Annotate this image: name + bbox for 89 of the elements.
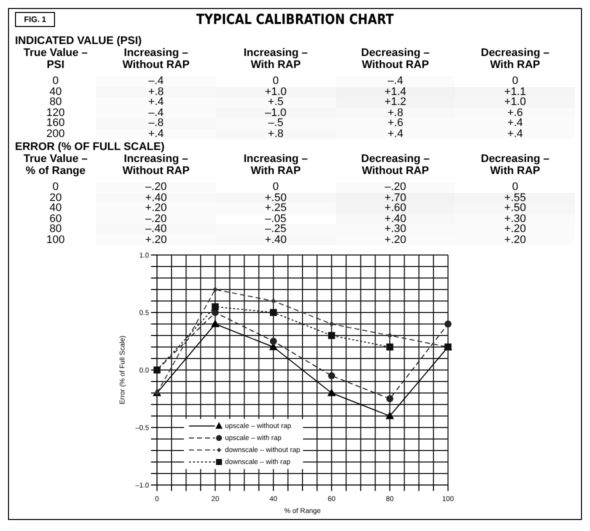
data-label: +1.2 — [336, 96, 456, 108]
y-tick-label: 40 — [48, 202, 63, 214]
point — [444, 320, 452, 328]
chart-subtitle: INDICATED VALUE (PSI) — [15, 35, 143, 47]
y-tick-label: 60 — [48, 212, 63, 224]
data-label: –.4 — [96, 106, 216, 118]
data-label: +.30 — [336, 223, 456, 235]
data-label: +1.0 — [455, 96, 575, 108]
data-label: +.4 — [455, 128, 575, 140]
data-label: +1.1 — [455, 86, 575, 98]
y-tick-label: 120 — [45, 106, 66, 118]
x-tick-label: Decreasing – Without RAP — [360, 47, 431, 71]
data-label: +.30 — [455, 212, 575, 224]
data-label: +.60 — [336, 202, 456, 214]
data-label: –.25 — [216, 223, 336, 235]
data-label: +.50 — [216, 192, 336, 204]
x-tick-label: Decreasing – Without RAP — [360, 153, 431, 177]
data-label: +.4 — [96, 128, 216, 140]
data-label: –.20 — [96, 212, 216, 224]
y-tick-label: 80 — [48, 96, 63, 108]
data-label: –.05 — [216, 212, 336, 224]
x-tick-label: Increasing – With RAP — [242, 153, 309, 177]
x-tick-label: Increasing – With RAP — [242, 47, 309, 71]
y-tick-label: 0 — [52, 75, 60, 87]
data-label: +.8 — [336, 106, 456, 118]
chart-title: TYPICAL CALIBRATION CHART — [195, 11, 395, 28]
data-label: +.20 — [455, 223, 575, 235]
data-label: –.4 — [96, 75, 216, 87]
data-label: +.70 — [336, 192, 456, 204]
data-label: +.20 — [336, 234, 456, 246]
data-label: +.5 — [216, 96, 336, 108]
x-tick-label: Decreasing – With RAP — [480, 153, 550, 177]
data-label: +.20 — [96, 234, 216, 246]
chart-subtitle: ERROR (% OF FULL SCALE) — [15, 141, 166, 153]
data-label: +.8 — [216, 128, 336, 140]
data-label: +.20 — [96, 202, 216, 214]
data-label: –.20 — [336, 181, 456, 193]
data-label: +.6 — [336, 117, 456, 129]
data-label: 0 — [272, 181, 280, 193]
y-axis-title: True Value – % of Range — [22, 153, 89, 177]
y-axis-title: True Value – PSI — [22, 47, 89, 71]
data-label: +.40 — [336, 212, 456, 224]
point — [212, 286, 218, 292]
y-tick-label: 100 — [45, 234, 66, 246]
point — [386, 344, 394, 350]
point — [270, 338, 277, 345]
y-tick-label: 40 — [48, 86, 63, 98]
y-tick-label: 80 — [48, 223, 63, 235]
data-label: –.40 — [96, 223, 216, 235]
data-label: +.50 — [455, 202, 575, 214]
x-tick-label: Increasing – Without RAP — [121, 47, 191, 71]
data-label: –.4 — [336, 75, 456, 87]
y-tick-label: 0 — [52, 181, 60, 193]
point — [386, 411, 394, 420]
point — [270, 298, 276, 304]
point — [212, 303, 219, 310]
data-label: +.4 — [96, 96, 216, 108]
point — [328, 321, 334, 327]
point — [327, 388, 336, 396]
data-label: +.8 — [96, 86, 216, 98]
data-label: +.40 — [96, 192, 216, 204]
data-label: –.8 — [96, 117, 216, 129]
point — [328, 332, 336, 339]
data-label: –.20 — [96, 181, 216, 193]
caption: FIG. 1 — [15, 12, 56, 27]
y-tick-label: 200 — [45, 128, 66, 140]
data-label: +.25 — [216, 202, 336, 214]
data-label: +1.4 — [336, 86, 456, 98]
data-label: +.4 — [455, 117, 575, 129]
data-label: +1.0 — [216, 86, 336, 98]
point — [328, 372, 336, 380]
point — [386, 395, 394, 402]
data-label: 0 — [511, 75, 520, 87]
y-tick-label: 20 — [48, 192, 63, 204]
data-label: +.55 — [455, 192, 575, 204]
data-label: 0 — [511, 181, 520, 193]
data-label: +.4 — [336, 128, 456, 140]
data-label: +.6 — [455, 106, 575, 118]
data-label: 0 — [272, 75, 280, 87]
x-tick-label: Decreasing – With RAP — [480, 47, 550, 71]
point — [211, 319, 220, 328]
data-label: –1.0 — [216, 106, 336, 118]
x-tick-label: Increasing – Without RAP — [121, 153, 191, 177]
data-label: –.5 — [216, 117, 336, 129]
point — [270, 309, 277, 316]
data-label: +.20 — [455, 234, 575, 246]
point — [387, 332, 392, 338]
y-tick-label: 160 — [45, 117, 66, 129]
data-label: +.40 — [216, 234, 336, 246]
